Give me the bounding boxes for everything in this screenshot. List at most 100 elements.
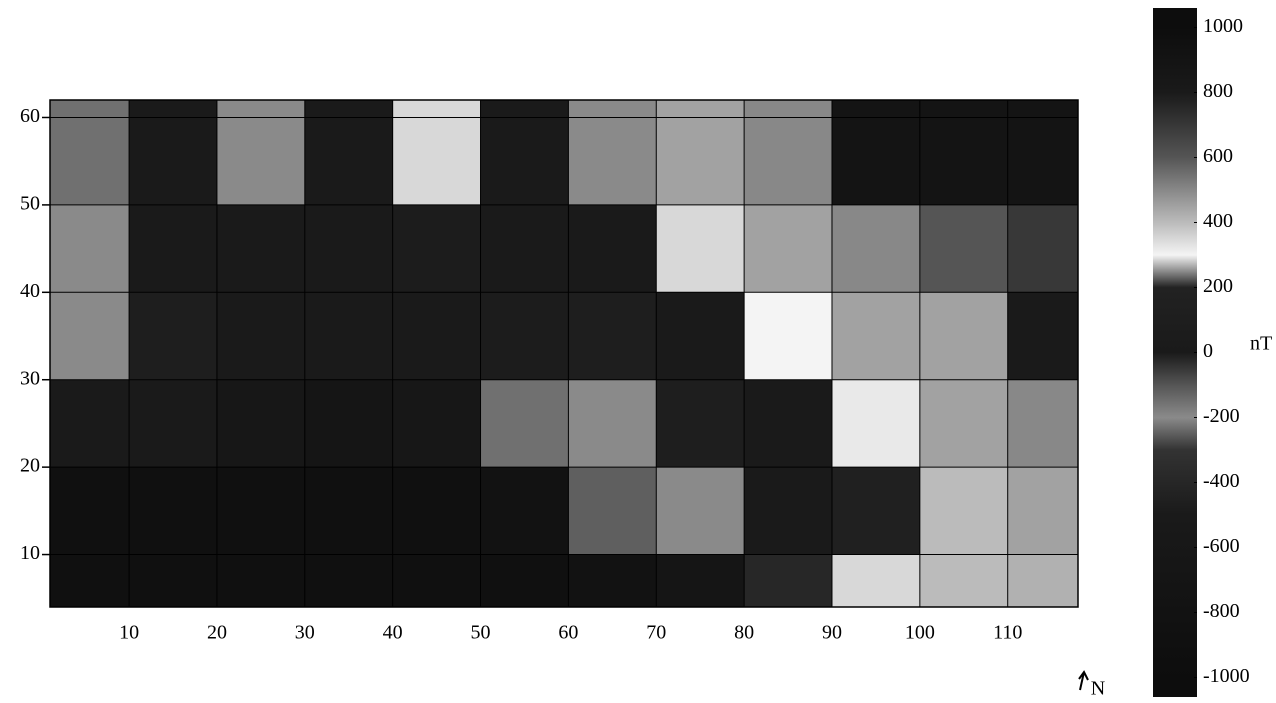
heatmap-cell <box>217 205 305 293</box>
heatmap-cell <box>217 555 305 608</box>
heatmap-cell <box>129 380 217 468</box>
heatmap-cell <box>920 205 1008 293</box>
heatmap-cell <box>393 467 481 555</box>
x-tick-label: 40 <box>383 622 403 644</box>
heatmap-cell <box>129 467 217 555</box>
heatmap-cell <box>393 555 481 608</box>
heatmap-cell <box>1008 100 1079 205</box>
heatmap-cell <box>920 292 1008 380</box>
x-tick-label: 90 <box>822 622 842 644</box>
heatmap-cell <box>920 100 1008 205</box>
heatmap-cell <box>50 205 130 293</box>
heatmap-cell <box>568 467 656 555</box>
heatmap-cell <box>744 100 832 205</box>
heatmap-cell <box>656 555 744 608</box>
heatmap-cell <box>50 292 130 380</box>
heatmap-cell <box>744 555 832 608</box>
y-tick-label: 20 <box>20 455 40 477</box>
heatmap-cell <box>481 292 569 380</box>
heatmap-cell <box>744 380 832 468</box>
x-tick-label: 10 <box>119 622 139 644</box>
heatmap-cell <box>656 467 744 555</box>
heatmap-cell <box>656 205 744 293</box>
heatmap-cell <box>217 467 305 555</box>
colorbar-tick-label: 600 <box>1203 145 1233 167</box>
heatmap-cell <box>1008 205 1079 293</box>
heatmap-cell <box>744 292 832 380</box>
heatmap-cell <box>305 205 393 293</box>
heatmap-cell <box>50 467 130 555</box>
x-tick-label: 60 <box>558 622 578 644</box>
heatmap-cell <box>393 380 481 468</box>
heatmap-cell <box>656 292 744 380</box>
heatmap-cell <box>481 467 569 555</box>
heatmap-cell <box>656 100 744 205</box>
heatmap-cell <box>129 555 217 608</box>
colorbar-tick-label: -600 <box>1203 535 1240 557</box>
colorbar <box>1153 8 1197 697</box>
y-tick-label: 50 <box>20 192 40 214</box>
heatmap-cell <box>832 205 920 293</box>
heatmap-cell <box>832 292 920 380</box>
heatmap-cell <box>1008 467 1079 555</box>
colorbar-tick-label: 1000 <box>1203 15 1243 37</box>
heatmap-cell <box>217 380 305 468</box>
heatmap-cell <box>217 292 305 380</box>
heatmap-cell <box>1008 292 1079 380</box>
y-tick-label: 10 <box>20 542 40 564</box>
heatmap-cell <box>832 467 920 555</box>
heatmap-cell <box>568 100 656 205</box>
heatmap-cell <box>50 100 130 205</box>
x-tick-label: 80 <box>734 622 754 644</box>
heatmap-cell <box>568 380 656 468</box>
y-tick-label: 30 <box>20 367 40 389</box>
colorbar-tick-label: 800 <box>1203 80 1233 102</box>
x-tick-label: 70 <box>646 622 666 644</box>
heatmap-cell <box>305 555 393 608</box>
heatmap-cell <box>832 555 920 608</box>
heatmap-cell <box>920 380 1008 468</box>
page: nT N 10203040506070809010011010203040506… <box>0 0 1276 703</box>
north-arrow <box>1079 672 1088 690</box>
heatmap-cell <box>393 100 481 205</box>
heatmap-cell <box>305 100 393 205</box>
heatmap-cell <box>129 292 217 380</box>
colorbar-tick-label: 0 <box>1203 340 1213 362</box>
heatmap-cell <box>481 205 569 293</box>
heatmap-cell <box>481 380 569 468</box>
heatmap-cell <box>50 555 130 608</box>
heatmap-cell <box>1008 380 1079 468</box>
heatmap-cell <box>305 467 393 555</box>
heatmap-cell <box>129 205 217 293</box>
y-tick-label: 60 <box>20 105 40 127</box>
chart: nT N 10203040506070809010011010203040506… <box>0 0 1276 703</box>
heatmap-cell <box>129 100 217 205</box>
colorbar-tick-label: 400 <box>1203 210 1233 232</box>
colorbar-tick-label: 200 <box>1203 275 1233 297</box>
heatmap-cell <box>481 555 569 608</box>
y-tick-label: 40 <box>20 280 40 302</box>
heatmap-cell <box>568 555 656 608</box>
x-tick-label: 30 <box>295 622 315 644</box>
x-tick-label: 110 <box>993 622 1022 644</box>
heatmap-cell <box>568 205 656 293</box>
heatmap-cell <box>50 380 130 468</box>
heatmap-cell <box>393 205 481 293</box>
heatmap-cell <box>305 380 393 468</box>
heatmap-cell <box>656 380 744 468</box>
heatmap-cell <box>832 100 920 205</box>
heatmap-cell <box>217 100 305 205</box>
x-tick-label: 50 <box>471 622 491 644</box>
colorbar-label: nT <box>1250 333 1272 355</box>
x-tick-label: 20 <box>207 622 227 644</box>
heatmap-cell <box>920 467 1008 555</box>
colorbar-tick-label: -1000 <box>1203 665 1250 687</box>
colorbar-tick-label: -200 <box>1203 405 1240 427</box>
north-label: N <box>1091 678 1105 700</box>
heatmap-cell <box>393 292 481 380</box>
heatmap-cell <box>744 205 832 293</box>
heatmap-cell <box>481 100 569 205</box>
heatmap-cell <box>744 467 832 555</box>
colorbar-tick-label: -400 <box>1203 470 1240 492</box>
heatmap-cell <box>832 380 920 468</box>
